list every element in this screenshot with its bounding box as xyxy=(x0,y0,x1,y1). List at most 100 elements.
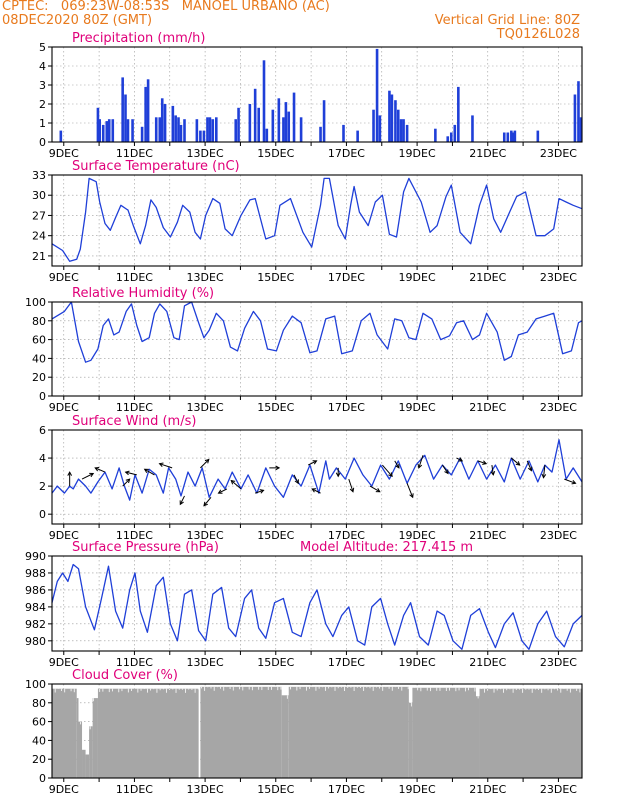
precip-bar xyxy=(399,119,403,142)
precip-bar xyxy=(253,88,257,142)
wind-arrow-head xyxy=(179,500,184,506)
precip-bar xyxy=(160,98,164,142)
wind-arrow-head xyxy=(541,473,547,479)
rh-xtick-label: 23DEC xyxy=(540,401,577,414)
press-ytick-label: 990 xyxy=(25,550,46,563)
precip-bar xyxy=(144,86,147,142)
header-grid-line: Vertical Grid Line: 80Z xyxy=(434,13,580,28)
wind-arrow-shaft xyxy=(511,457,521,466)
precip-bar xyxy=(319,126,322,142)
wind-arrow-head xyxy=(217,489,223,494)
wind-arrow-head xyxy=(490,470,496,476)
precip-bar xyxy=(573,94,577,142)
temp-frame xyxy=(51,174,583,267)
press-xtick-label: 11DEC xyxy=(116,656,153,669)
wind-arrow-shaft xyxy=(159,463,173,469)
precip-bar xyxy=(121,77,124,142)
wind-arrow-head xyxy=(259,489,265,494)
wind-arrow-head xyxy=(275,465,281,471)
wind-frame xyxy=(51,429,583,525)
wind-xtick-label: 17DEC xyxy=(328,529,365,542)
precip-bar xyxy=(262,60,266,142)
wind-title: Surface Wind (m/s) xyxy=(72,414,196,429)
precip-bar xyxy=(208,117,212,142)
precip-bar xyxy=(237,107,240,142)
press-xtick-label: 17DEC xyxy=(328,656,365,669)
wind-ytick-label: 6 xyxy=(39,424,46,437)
wind-arrow-shaft xyxy=(125,471,137,476)
cloud-title: Cloud Cover (%) xyxy=(72,668,178,683)
precip-bar xyxy=(299,117,303,142)
precip-bar xyxy=(322,100,326,142)
precip-bar xyxy=(284,102,288,142)
precip-bar xyxy=(171,105,175,142)
cloud-cover-bar xyxy=(412,687,476,778)
header-date: 08DEC2020 80Z (GMT) xyxy=(2,13,153,28)
precip-bar xyxy=(453,124,457,142)
precip-bar xyxy=(372,109,375,142)
press-xtick-label: 9DEC xyxy=(49,656,79,669)
wind-arrow-shaft xyxy=(144,468,155,476)
wind-xtick-label: 19DEC xyxy=(399,529,436,542)
press-series-line xyxy=(51,563,583,650)
cloud-cover-bar xyxy=(78,721,83,778)
temp-xtick-label: 13DEC xyxy=(187,271,224,284)
wind-xtick-label: 13DEC xyxy=(187,529,224,542)
precip-bar xyxy=(174,115,177,142)
wind-arrow-head xyxy=(143,468,149,473)
temp-xtick-label: 9DEC xyxy=(49,271,79,284)
precip-bar xyxy=(140,126,144,142)
precip-bar xyxy=(265,128,269,142)
wind-arrow-shaft xyxy=(122,478,131,487)
precip-xtick-label: 21DEC xyxy=(469,147,506,160)
rh-xtick-label: 19DEC xyxy=(399,401,436,414)
precip-ytick-label: 4 xyxy=(39,60,46,73)
precip-bar xyxy=(536,130,540,142)
temp-xtick-label: 17DEC xyxy=(328,271,365,284)
precip-bar xyxy=(378,115,382,142)
temp-xtick-label: 11DEC xyxy=(116,271,153,284)
press-ytick-label: 988 xyxy=(25,567,46,580)
wind-arrow-head xyxy=(515,461,521,466)
wind-arrow-shaft xyxy=(81,473,94,480)
press-xtick-label: 13DEC xyxy=(187,656,224,669)
cloud-cover-bar xyxy=(85,754,90,778)
precip-xtick-label: 15DEC xyxy=(257,147,294,160)
wind-arrow-head xyxy=(294,479,299,485)
wind-arrow-shaft xyxy=(200,459,210,469)
precip-ytick-label: 5 xyxy=(39,41,46,54)
rh-xtick-label: 17DEC xyxy=(328,401,365,414)
precip-bar xyxy=(154,117,158,142)
precip-bar xyxy=(234,119,238,142)
temp-ytick-label: 21 xyxy=(32,250,46,263)
wind-arrow-shaft xyxy=(564,478,576,484)
precip-bar xyxy=(577,81,580,142)
precip-bar xyxy=(579,117,583,142)
precip-bar xyxy=(177,117,180,142)
wind-arrow-head xyxy=(124,470,130,476)
wind-arrow-shaft xyxy=(293,474,299,484)
press-ytick-label: 980 xyxy=(25,635,46,648)
cloud-cover-bar xyxy=(200,686,282,778)
cloud-xtick-label: 17DEC xyxy=(328,783,365,796)
cloud-cover-bar xyxy=(479,688,582,778)
wind-arrow-head xyxy=(203,501,208,507)
wind-arrow-head xyxy=(409,493,414,499)
wind-arrow-shaft xyxy=(179,495,185,505)
precip-ytick-label: 0 xyxy=(39,136,46,149)
wind-arrow-shaft xyxy=(543,465,546,478)
press-annotation: Model Altitude: 217.415 m xyxy=(300,540,473,555)
wind-arrow-shaft xyxy=(369,485,381,493)
precip-bar xyxy=(388,90,391,142)
precip-bar xyxy=(271,109,275,142)
wind-arrow-head xyxy=(571,479,577,485)
temp-xtick-label: 19DEC xyxy=(399,271,436,284)
wind-arrow-shaft xyxy=(311,488,321,494)
wind-arrow-head xyxy=(395,463,400,469)
precip-title: Precipitation (mm/h) xyxy=(72,31,205,46)
wind-ytick-label: 0 xyxy=(39,508,46,521)
precip-bar xyxy=(215,117,218,142)
rh-ytick-label: 20 xyxy=(32,371,46,384)
rh-title: Relative Humidity (%) xyxy=(72,286,214,301)
